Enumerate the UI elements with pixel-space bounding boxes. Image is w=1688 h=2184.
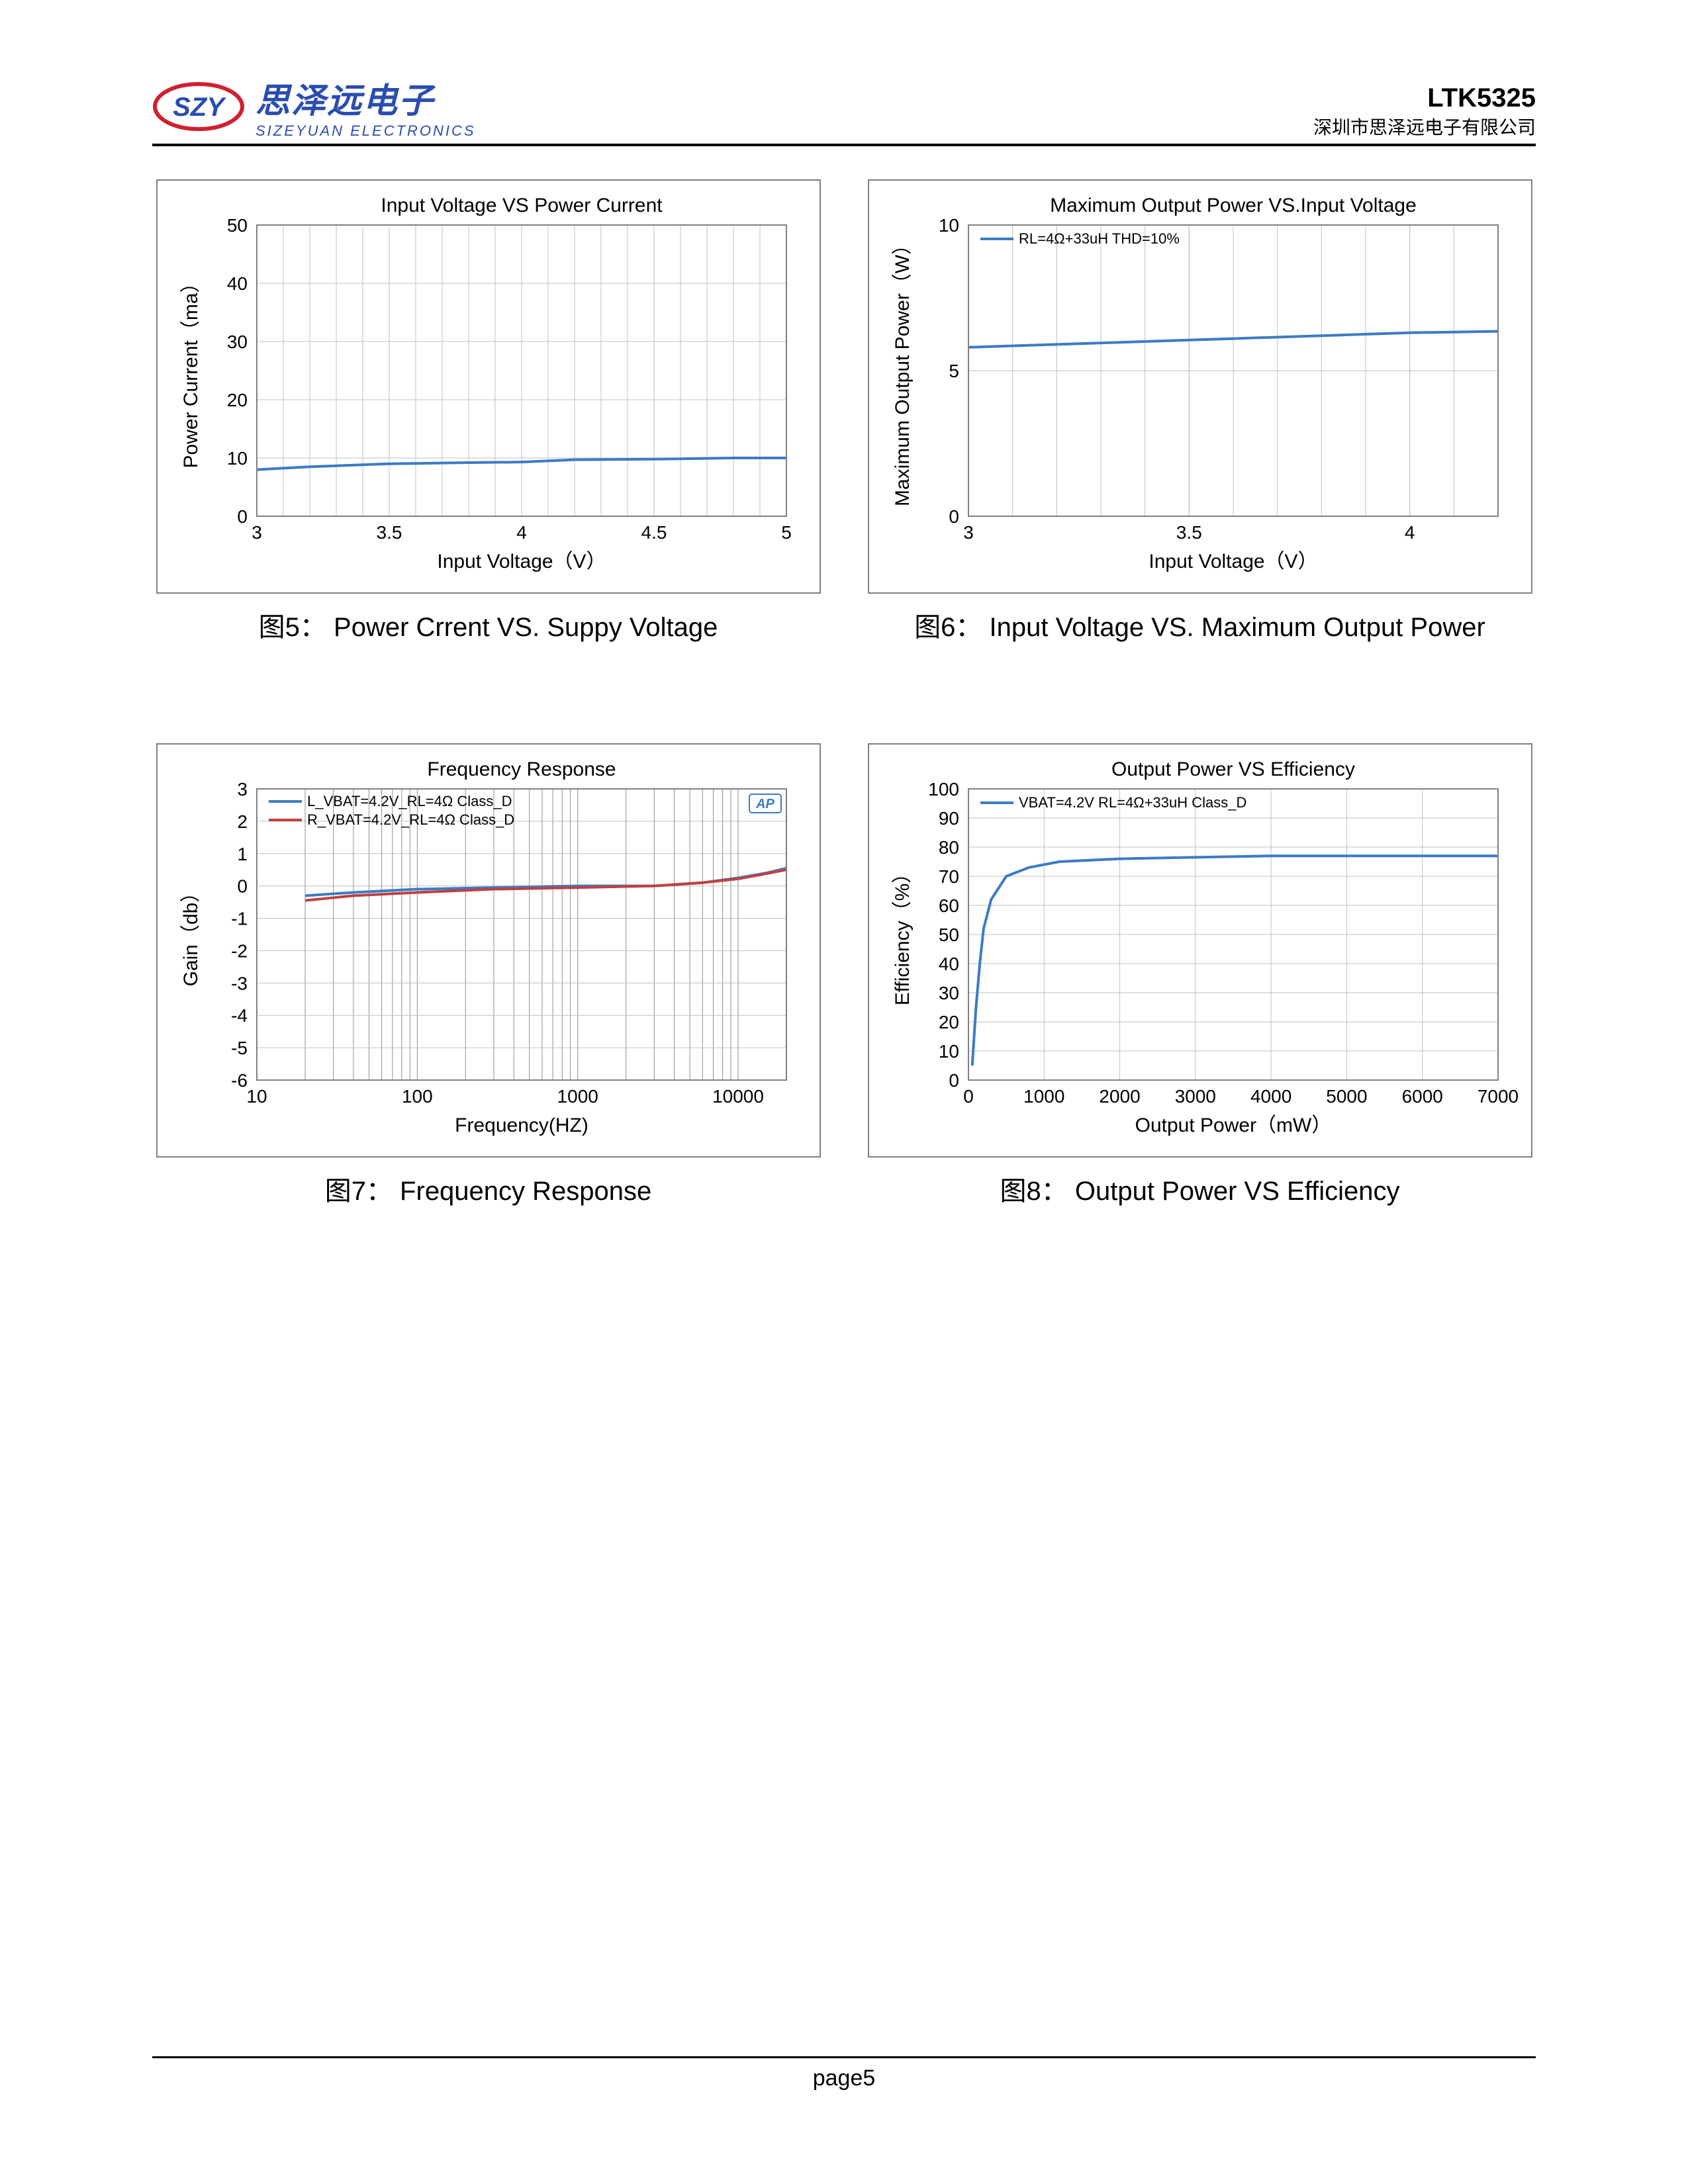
svg-text:-1: -1 bbox=[231, 909, 248, 929]
svg-text:5: 5 bbox=[781, 522, 792, 543]
svg-text:4: 4 bbox=[516, 522, 527, 543]
svg-text:1000: 1000 bbox=[557, 1086, 598, 1107]
svg-text:0: 0 bbox=[237, 876, 248, 897]
chart5-svg: Input Voltage VS Power Current33.544.550… bbox=[158, 189, 820, 592]
svg-text:40: 40 bbox=[938, 954, 959, 974]
logo-en: SIZEYUAN ELECTRONICS bbox=[256, 122, 476, 140]
svg-text:5000: 5000 bbox=[1326, 1086, 1367, 1107]
svg-text:RL=4Ω+33uH THD=10%: RL=4Ω+33uH THD=10% bbox=[1019, 230, 1180, 247]
company-logo-icon: SZY bbox=[152, 80, 245, 133]
svg-text:Input Voltage VS Power Current: Input Voltage VS Power Current bbox=[381, 195, 663, 216]
chart7-caption: 图7： Frequency Response bbox=[325, 1169, 652, 1208]
svg-text:Maximum Output Power（W）: Maximum Output Power（W） bbox=[892, 235, 914, 506]
chart8-caption: 图8： Output Power VS Efficiency bbox=[1000, 1169, 1400, 1208]
svg-text:7000: 7000 bbox=[1477, 1086, 1518, 1107]
svg-text:Maximum Output Power VS.Input: Maximum Output Power VS.Input Voltage bbox=[1050, 195, 1417, 216]
svg-text:3: 3 bbox=[252, 522, 262, 543]
footer-rule bbox=[152, 2056, 1536, 2058]
logo-cn: 思泽远电子 bbox=[256, 73, 476, 122]
chart8-cell: Output Power VS Efficiency01000200030004… bbox=[864, 743, 1536, 1208]
chart6-cell: Maximum Output Power VS.Input Voltage 3 3.… bbox=[864, 179, 1536, 644]
page-number: page5 bbox=[152, 2066, 1536, 2091]
charts-grid: Input Voltage VS Power Current33.544.550… bbox=[152, 179, 1536, 1208]
svg-text:20: 20 bbox=[938, 1012, 959, 1032]
chart5-caption: 图5： Power Crrent VS. Suppy Voltage bbox=[259, 606, 718, 644]
svg-text:10: 10 bbox=[226, 448, 247, 469]
svg-text:3: 3 bbox=[237, 779, 248, 799]
svg-text:0: 0 bbox=[963, 1086, 974, 1107]
chart5-frame: Input Voltage VS Power Current33.544.550… bbox=[156, 179, 821, 594]
svg-text:1000: 1000 bbox=[1023, 1086, 1064, 1107]
svg-text:Input Voltage（V）: Input Voltage（V） bbox=[1149, 551, 1317, 572]
svg-text:L_VBAT=4.2V_RL=4Ω Class_D: L_VBAT=4.2V_RL=4Ω Class_D bbox=[307, 793, 512, 809]
chart6-caption: 图6： Input Voltage VS. Maximum Output Pow… bbox=[914, 606, 1485, 644]
svg-text:10: 10 bbox=[938, 215, 959, 236]
chart8-svg: Output Power VS Efficiency01000200030004… bbox=[869, 752, 1531, 1156]
chart8-frame: Output Power VS Efficiency01000200030004… bbox=[868, 743, 1532, 1158]
header-right: LTK5325 深圳市思泽远电子有限公司 bbox=[1313, 83, 1536, 140]
chart7-frame: Frequency Response10100100010000-6-5-4-3… bbox=[156, 743, 821, 1158]
svg-text:60: 60 bbox=[938, 895, 959, 916]
svg-text:2: 2 bbox=[237, 811, 248, 832]
svg-text:Input Voltage（V）: Input Voltage（V） bbox=[437, 551, 606, 572]
svg-text:Output Power（mW）: Output Power（mW） bbox=[1135, 1115, 1331, 1136]
part-number: LTK5325 bbox=[1313, 83, 1536, 113]
svg-text:Output Power VS Efficiency: Output Power VS Efficiency bbox=[1111, 758, 1355, 780]
chart6-svg: Maximum Output Power VS.Input Voltage 3 3.… bbox=[869, 189, 1531, 592]
svg-text:SZY: SZY bbox=[173, 93, 226, 122]
svg-text:20: 20 bbox=[226, 390, 247, 410]
svg-text:4000: 4000 bbox=[1250, 1086, 1291, 1107]
svg-text:50: 50 bbox=[938, 925, 959, 945]
svg-text:10: 10 bbox=[938, 1041, 959, 1062]
svg-text:2000: 2000 bbox=[1099, 1086, 1140, 1107]
svg-text:3: 3 bbox=[963, 522, 974, 543]
svg-text:30: 30 bbox=[226, 332, 247, 352]
svg-text:3000: 3000 bbox=[1174, 1086, 1215, 1107]
logo-block: SZY 思泽远电子 SIZEYUAN ELECTRONICS bbox=[152, 73, 476, 140]
svg-text:80: 80 bbox=[938, 837, 959, 858]
svg-text:VBAT=4.2V RL=4Ω+33uH Class_D: VBAT=4.2V RL=4Ω+33uH Class_D bbox=[1019, 794, 1246, 811]
svg-text:0: 0 bbox=[949, 1070, 959, 1091]
chart6-frame: Maximum Output Power VS.Input Voltage 3 3.… bbox=[868, 179, 1532, 594]
svg-text:70: 70 bbox=[938, 866, 959, 887]
chart7-svg: Frequency Response10100100010000-6-5-4-3… bbox=[158, 752, 820, 1156]
logo-text: 思泽远电子 SIZEYUAN ELECTRONICS bbox=[256, 73, 476, 140]
svg-text:1: 1 bbox=[237, 844, 248, 864]
svg-text:-2: -2 bbox=[231, 940, 248, 961]
svg-text:50: 50 bbox=[226, 215, 247, 236]
chart7-cell: Frequency Response10100100010000-6-5-4-3… bbox=[152, 743, 824, 1208]
svg-text:0: 0 bbox=[237, 506, 248, 527]
svg-text:Power Current（ma）: Power Current（ma） bbox=[180, 273, 202, 468]
svg-text:-6: -6 bbox=[231, 1070, 248, 1091]
chart5-cell: Input Voltage VS Power Current33.544.550… bbox=[152, 179, 824, 644]
svg-text:3.5: 3.5 bbox=[1176, 522, 1201, 543]
svg-text:R_VBAT=4.2V_RL=4Ω Class_D: R_VBAT=4.2V_RL=4Ω Class_D bbox=[307, 811, 514, 828]
svg-text:-5: -5 bbox=[231, 1038, 248, 1058]
svg-text:30: 30 bbox=[938, 983, 959, 1003]
svg-text:AP: AP bbox=[755, 797, 774, 811]
svg-text:Frequency Response: Frequency Response bbox=[427, 758, 616, 780]
svg-text:0: 0 bbox=[949, 506, 959, 527]
svg-text:5: 5 bbox=[949, 361, 959, 381]
svg-text:10: 10 bbox=[246, 1086, 267, 1107]
svg-text:3.5: 3.5 bbox=[376, 522, 402, 543]
svg-text:6000: 6000 bbox=[1401, 1086, 1442, 1107]
svg-text:100: 100 bbox=[928, 779, 959, 799]
svg-text:Gain（db）: Gain（db） bbox=[180, 883, 202, 987]
page: SZY 思泽远电子 SIZEYUAN ELECTRONICS LTK5325 深… bbox=[152, 73, 1536, 2105]
svg-text:4: 4 bbox=[1404, 522, 1415, 543]
svg-text:90: 90 bbox=[938, 808, 959, 829]
svg-text:100: 100 bbox=[401, 1086, 432, 1107]
svg-text:4.5: 4.5 bbox=[641, 522, 667, 543]
company-name: 深圳市思泽远电子有限公司 bbox=[1313, 113, 1536, 140]
svg-text:-4: -4 bbox=[231, 1005, 248, 1026]
page-header: SZY 思泽远电子 SIZEYUAN ELECTRONICS LTK5325 深… bbox=[152, 73, 1536, 146]
svg-text:-3: -3 bbox=[231, 973, 248, 993]
svg-text:10000: 10000 bbox=[712, 1086, 764, 1107]
svg-text:40: 40 bbox=[226, 273, 247, 294]
svg-text:Efficiency（%）: Efficiency（%） bbox=[892, 864, 914, 1006]
svg-text:Frequency(HZ): Frequency(HZ) bbox=[455, 1115, 588, 1136]
